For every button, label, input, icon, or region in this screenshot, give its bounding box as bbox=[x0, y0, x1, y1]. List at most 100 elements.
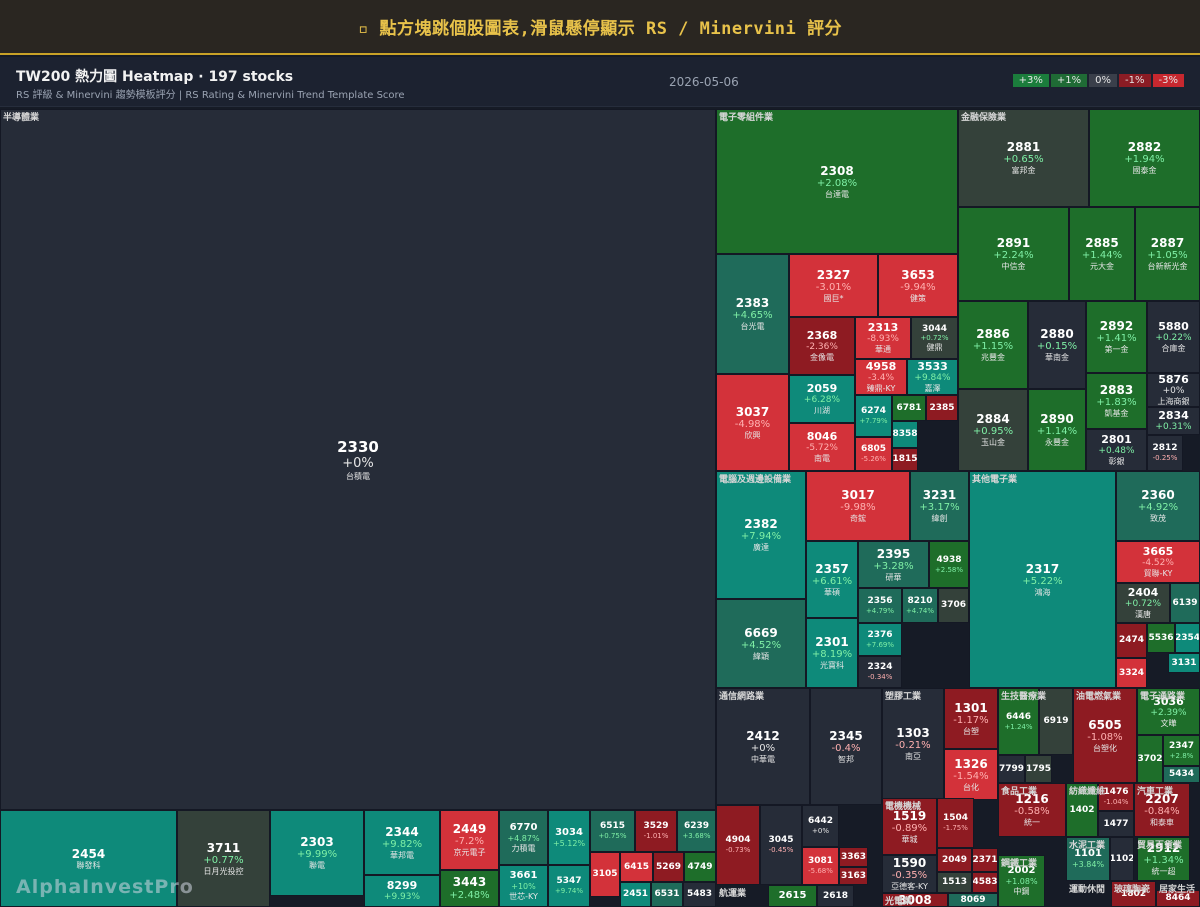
stock-tile-3105[interactable]: 3105 bbox=[590, 852, 620, 897]
stock-tile-3163[interactable]: 3163 bbox=[839, 867, 868, 885]
stock-tile-4583[interactable]: 4583 bbox=[972, 872, 998, 893]
stock-tile-2376[interactable]: 2376 +7.69% bbox=[858, 623, 902, 656]
stock-tile-3036[interactable]: 3036 +2.39% 文曄 bbox=[1137, 688, 1200, 735]
stock-tile-2834[interactable]: 2834 +0.31% bbox=[1147, 407, 1200, 435]
stock-tile-2891[interactable]: 2891 +2.24% 中信金 bbox=[958, 207, 1069, 301]
stock-tile-2354[interactable]: 2354 bbox=[1175, 623, 1200, 653]
stock-tile-5269[interactable]: 5269 bbox=[653, 852, 684, 882]
stock-tile-3017[interactable]: 3017 -9.98% 奇鋐 bbox=[806, 471, 910, 541]
stock-tile-5536[interactable]: 5536 bbox=[1147, 623, 1175, 653]
stock-tile-6139[interactable]: 6139 bbox=[1170, 583, 1200, 623]
stock-tile-1303[interactable]: 1303 -0.21% 南亞 bbox=[882, 688, 944, 800]
stock-tile-2801[interactable]: 2801 +0.48% 彰銀 bbox=[1086, 429, 1147, 471]
stock-tile-3044[interactable]: 3044 +0.72% 健鼎 bbox=[911, 317, 958, 359]
stock-tile-4938[interactable]: 4938 +2.58% bbox=[929, 541, 969, 588]
stock-tile-1101[interactable]: 1101 +3.84% bbox=[1066, 837, 1110, 881]
stock-tile-6669[interactable]: 6669 +4.52% 緯穎 bbox=[716, 599, 806, 688]
stock-tile-3661[interactable]: 3661 +10% 世芯-KY bbox=[499, 865, 548, 907]
stock-tile-1326[interactable]: 1326 -1.54% 台化 bbox=[944, 749, 998, 800]
stock-tile-7799[interactable]: 7799 bbox=[998, 755, 1025, 783]
stock-tile-2454[interactable]: 2454 聯發科 bbox=[0, 810, 177, 907]
stock-tile-2330[interactable]: 2330 +0% 台積電 bbox=[0, 109, 716, 810]
stock-tile-6446[interactable]: 6446 +1.24% bbox=[998, 688, 1039, 755]
stock-tile-2383[interactable]: 2383 +4.65% 台光電 bbox=[716, 254, 789, 374]
stock-tile-2357[interactable]: 2357 +6.61% 華碩 bbox=[806, 541, 858, 618]
stock-tile-1477[interactable]: 1477 bbox=[1098, 811, 1134, 837]
stock-tile-5876[interactable]: 5876 +0% 上海商銀 bbox=[1147, 373, 1200, 407]
stock-tile-3131[interactable]: 3131 bbox=[1168, 653, 1200, 673]
stock-tile-2313[interactable]: 2313 -8.93% 華通 bbox=[855, 317, 911, 359]
stock-tile-2474[interactable]: 2474 bbox=[1116, 623, 1147, 658]
stock-tile-6805[interactable]: 6805 -5.26% bbox=[855, 437, 892, 471]
stock-tile-1815[interactable]: 1815 bbox=[892, 448, 918, 471]
stock-tile-1519[interactable]: 1519 -0.89% 華城 bbox=[882, 798, 937, 855]
stock-tile-2385[interactable]: 2385 bbox=[926, 395, 958, 421]
stock-tile-2812[interactable]: 2812 -0.25% bbox=[1147, 435, 1183, 471]
stock-tile-8210[interactable]: 8210 +4.74% bbox=[902, 588, 938, 623]
stock-tile-2059[interactable]: 2059 +6.28% 川湖 bbox=[789, 375, 855, 423]
stock-tile-2356[interactable]: 2356 +4.79% bbox=[858, 588, 902, 623]
stock-tile-2887[interactable]: 2887 +1.05% 台新新光金 bbox=[1135, 207, 1200, 301]
stock-tile-6781[interactable]: 6781 bbox=[892, 395, 926, 421]
stock-tile-2884[interactable]: 2884 +0.95% 玉山金 bbox=[958, 389, 1028, 471]
stock-tile-8299[interactable]: 8299 +9.93% bbox=[364, 875, 440, 907]
stock-tile-2301[interactable]: 2301 +8.19% 光寶科 bbox=[806, 618, 858, 688]
stock-tile-6515[interactable]: 6515 +0.75% bbox=[590, 810, 635, 852]
stock-tile-6531[interactable]: 6531 bbox=[651, 882, 683, 907]
stock-tile-6505[interactable]: 6505 -1.08% 台塑化 bbox=[1073, 688, 1137, 783]
stock-tile-1795[interactable]: 1795 bbox=[1025, 755, 1052, 783]
stock-tile-3045[interactable]: 3045 -0.45% bbox=[760, 805, 802, 885]
stock-tile-3081[interactable]: 3081 -5.68% bbox=[802, 847, 839, 885]
stock-tile-2886[interactable]: 2886 +1.15% 兆豐金 bbox=[958, 301, 1028, 389]
stock-tile-3711[interactable]: 3711 +0.77% 日月光投控 bbox=[177, 810, 270, 907]
stock-tile-2881[interactable]: 2881 +0.65% 富邦金 bbox=[958, 109, 1089, 207]
stock-tile-2345[interactable]: 2345 -0.4% 智邦 bbox=[810, 688, 882, 805]
stock-tile-2382[interactable]: 2382 +7.94% 廣達 bbox=[716, 471, 806, 599]
stock-tile-1513[interactable]: 1513 bbox=[937, 872, 972, 893]
stock-tile-2880[interactable]: 2880 +0.15% 華南金 bbox=[1028, 301, 1086, 389]
stock-tile-3443[interactable]: 3443 +2.48% bbox=[440, 870, 499, 907]
stock-tile-2002[interactable]: 2002 +1.08% 中鋼 bbox=[998, 855, 1045, 907]
stock-tile-6919[interactable]: 6919 bbox=[1039, 688, 1073, 755]
stock-tile-3034[interactable]: 3034 +5.12% bbox=[548, 810, 590, 865]
stock-tile-1301[interactable]: 1301 -1.17% 台塑 bbox=[944, 688, 998, 749]
stock-tile-2892[interactable]: 2892 +1.41% 第一金 bbox=[1086, 301, 1147, 373]
stock-tile-3665[interactable]: 3665 -4.52% 貿聯-KY bbox=[1116, 541, 1200, 583]
stock-tile-1476[interactable]: 1476 -1.04% bbox=[1098, 783, 1134, 811]
stock-tile-2404[interactable]: 2404 +0.72% 漢唐 bbox=[1116, 583, 1170, 623]
stock-tile-1504[interactable]: 1504 -1.75% bbox=[937, 798, 974, 848]
stock-tile-3529[interactable]: 3529 -1.01% bbox=[635, 810, 677, 852]
stock-tile-5880[interactable]: 5880 +0.22% 合庫金 bbox=[1147, 301, 1200, 373]
stock-tile-1802[interactable]: 1802 bbox=[1111, 881, 1156, 907]
stock-tile-2327[interactable]: 2327 -3.01% 國巨* bbox=[789, 254, 878, 317]
stock-tile-6239[interactable]: 6239 +3.68% bbox=[677, 810, 716, 852]
stock-tile-2207[interactable]: 2207 -0.84% 和泰車 bbox=[1134, 783, 1190, 837]
stock-tile-8358[interactable]: 8358 bbox=[892, 421, 918, 448]
stock-tile-2360[interactable]: 2360 +4.92% 致茂 bbox=[1116, 471, 1200, 541]
stock-tile-3324[interactable]: 3324 bbox=[1116, 658, 1147, 688]
stock-tile-6442[interactable]: 6442 +0% bbox=[802, 805, 839, 847]
stock-tile-2324[interactable]: 2324 -0.34% bbox=[858, 656, 902, 688]
stock-tile-2412[interactable]: 2412 +0% 中華電 bbox=[716, 688, 810, 805]
stock-tile-3706[interactable]: 3706 bbox=[938, 588, 969, 623]
stock-tile-2882[interactable]: 2882 +1.94% 國泰金 bbox=[1089, 109, 1200, 207]
stock-tile-2618[interactable]: 2618 bbox=[817, 885, 854, 907]
stock-tile-8046[interactable]: 8046 -5.72% 南電 bbox=[789, 423, 855, 471]
stock-tile-2371[interactable]: 2371 bbox=[972, 848, 998, 872]
stock-tile-3533[interactable]: 3533 +9.84% 嘉澤 bbox=[907, 359, 958, 395]
stock-tile-1102[interactable]: 1102 bbox=[1110, 837, 1134, 881]
stock-tile-6770[interactable]: 6770 +4.87% 力積電 bbox=[499, 810, 548, 865]
stock-tile-3231[interactable]: 3231 +3.17% 緯創 bbox=[910, 471, 969, 541]
stock-tile-5347[interactable]: 5347 +9.74% bbox=[548, 865, 590, 907]
stock-tile-2344[interactable]: 2344 +9.82% 華邦電 bbox=[364, 810, 440, 875]
stock-tile-2368[interactable]: 2368 -2.36% 金像電 bbox=[789, 317, 855, 375]
stock-tile-3037[interactable]: 3037 -4.98% 欣興 bbox=[716, 374, 789, 471]
stock-tile-2890[interactable]: 2890 +1.14% 永豐金 bbox=[1028, 389, 1086, 471]
stock-tile-8069[interactable]: 8069 bbox=[948, 893, 998, 907]
stock-tile-3653[interactable]: 3653 -9.94% 健策 bbox=[878, 254, 958, 317]
stock-tile-2883[interactable]: 2883 +1.83% 凱基金 bbox=[1086, 373, 1147, 429]
stock-tile-6415[interactable]: 6415 bbox=[620, 852, 653, 882]
stock-tile-1216[interactable]: 1216 -0.58% 統一 bbox=[998, 783, 1066, 837]
stock-tile-4749[interactable]: 4749 bbox=[684, 852, 716, 882]
stock-tile-2912[interactable]: 2912 +1.34% 統一超 bbox=[1137, 837, 1190, 881]
